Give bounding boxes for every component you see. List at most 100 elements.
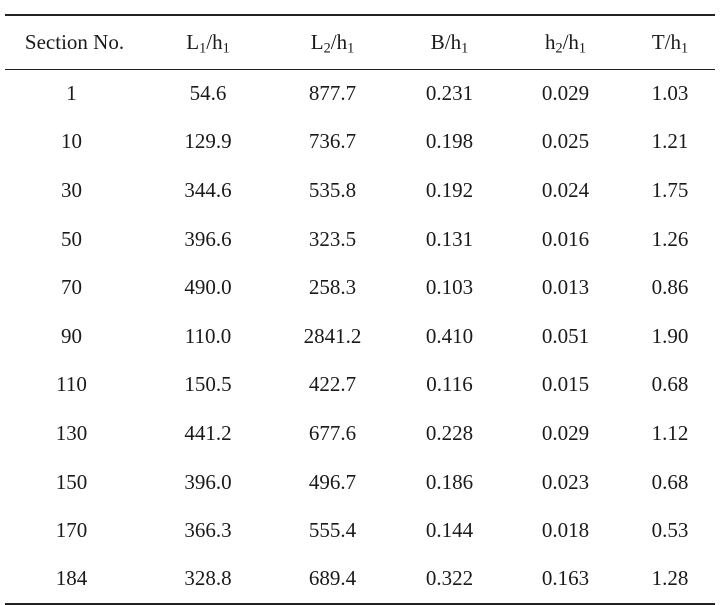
table-cell: 0.029 xyxy=(541,81,590,106)
cell-section-no: 150 xyxy=(55,469,88,494)
table-cell: 0.231 xyxy=(425,81,474,106)
cell-section-no: 30 xyxy=(61,177,82,202)
table-cell: 0.018 xyxy=(541,518,590,543)
table-cell: 0.228 xyxy=(425,420,474,445)
cell-section-no: 90 xyxy=(61,323,82,348)
cell-section-no: 184 xyxy=(5,554,144,605)
table-cell: 1.12 xyxy=(651,420,689,445)
table-cell: 0.116 xyxy=(426,372,473,397)
table-row: 150 396.0 496.7 0.186 0.023 0.68 xyxy=(5,458,715,507)
table-row: 10 129.9 736.7 0.198 0.025 1.21 xyxy=(5,118,715,167)
cell-section-no: 130 xyxy=(55,420,88,445)
table-row: 30 344.6 535.8 0.192 0.024 1.75 xyxy=(5,166,715,215)
cell-section-no: 50 xyxy=(61,226,82,251)
table-cell: 441.2 xyxy=(184,420,232,445)
table-cell: 328.8 xyxy=(144,554,272,605)
table-cell: 689.4 xyxy=(272,554,393,605)
header-subscript: 1 xyxy=(461,40,469,57)
table-cell: 0.192 xyxy=(425,177,474,202)
table-cell: 0.024 xyxy=(541,177,590,202)
table-cell: 0.144 xyxy=(425,518,474,543)
header-text: h xyxy=(544,29,556,54)
table-cell: 0.051 xyxy=(541,323,590,348)
table-cell: 1.26 xyxy=(651,226,689,251)
header-l1-h1: L1/h1 xyxy=(144,14,272,70)
table-row: 70 490.0 258.3 0.103 0.013 0.86 xyxy=(5,263,715,312)
table-cell: 736.7 xyxy=(308,129,357,154)
table-cell: 877.7 xyxy=(308,81,357,106)
header-subscript: 1 xyxy=(222,40,230,57)
table-cell: 1.28 xyxy=(625,554,715,605)
table-cell: 366.3 xyxy=(184,518,232,543)
table-header-row: Section No. L1/h1 L2/h1 B/h1 h2/h1 T/h1 xyxy=(5,14,715,70)
table-cell: 344.6 xyxy=(184,177,232,202)
table-cell: 129.9 xyxy=(184,129,232,154)
header-t-h1: T/h1 xyxy=(625,14,715,70)
cell-section-no: 70 xyxy=(61,275,82,300)
table-cell: 0.322 xyxy=(393,554,506,605)
table-cell: 1.75 xyxy=(651,177,689,202)
table-cell: 258.3 xyxy=(308,275,357,300)
table-cell: 2841.2 xyxy=(303,323,362,348)
table-cell: 1.03 xyxy=(651,81,689,106)
table-cell: 396.6 xyxy=(184,226,232,251)
table-cell: 323.5 xyxy=(308,226,357,251)
table-cell: 1.21 xyxy=(651,129,689,154)
table-cell: 490.0 xyxy=(184,275,232,300)
header-h2-h1: h2/h1 xyxy=(506,14,625,70)
table-cell: 677.6 xyxy=(308,420,357,445)
header-subscript: 1 xyxy=(681,40,689,57)
table-cell: 0.025 xyxy=(541,129,590,154)
table-cell: 0.163 xyxy=(506,554,625,605)
header-section-no: Section No. xyxy=(5,14,144,70)
table-cell: 0.029 xyxy=(541,420,590,445)
table-row: 170 366.3 555.4 0.144 0.018 0.53 xyxy=(5,506,715,555)
table-cell: 0.015 xyxy=(541,372,590,397)
table-cell: 110.0 xyxy=(184,323,232,348)
data-table: Section No. L1/h1 L2/h1 B/h1 h2/h1 T/h1 xyxy=(5,14,715,605)
table-cell: 0.198 xyxy=(425,129,474,154)
data-table-container: Section No. L1/h1 L2/h1 B/h1 h2/h1 T/h1 xyxy=(5,14,715,605)
table-row: 110 150.5 422.7 0.116 0.015 0.68 xyxy=(5,361,715,410)
header-text: T/h xyxy=(651,29,682,54)
header-b-h1: B/h1 xyxy=(393,14,506,70)
header-subscript: 1 xyxy=(347,40,355,57)
cell-section-no: 1 xyxy=(66,81,77,106)
table-cell: 396.0 xyxy=(184,469,232,494)
table-cell: 0.013 xyxy=(541,275,590,300)
table-cell: 0.023 xyxy=(541,469,590,494)
table-cell: 0.131 xyxy=(425,226,474,251)
table-cell: 54.6 xyxy=(189,81,227,106)
header-text: /h xyxy=(562,29,579,54)
header-l2-h1: L2/h1 xyxy=(272,14,393,70)
header-text: /h xyxy=(330,29,348,54)
table-cell: 0.186 xyxy=(425,469,474,494)
header-text: B/h xyxy=(430,29,462,54)
table-cell: 0.86 xyxy=(651,275,689,300)
cell-section-no: 10 xyxy=(61,129,82,154)
table-cell: 535.8 xyxy=(308,177,357,202)
table-cell: 422.7 xyxy=(308,372,357,397)
table-cell: 0.68 xyxy=(651,372,689,397)
table-cell: 150.5 xyxy=(184,372,232,397)
header-subscript: 2 xyxy=(555,40,563,57)
table-row: 1 54.6 877.7 0.231 0.029 1.03 xyxy=(5,69,715,118)
table-row: 184 328.8 689.4 0.322 0.163 1.28 xyxy=(5,554,715,605)
header-subscript: 1 xyxy=(578,40,587,57)
header-text: L xyxy=(186,29,200,54)
table-row: 130 441.2 677.6 0.228 0.029 1.12 xyxy=(5,409,715,458)
cell-section-no: 110 xyxy=(56,372,87,397)
header-subscript: 1 xyxy=(199,40,207,57)
table-cell: 0.53 xyxy=(651,518,689,543)
table-cell: 0.68 xyxy=(651,469,689,494)
header-text: /h xyxy=(206,29,223,54)
table-cell: 496.7 xyxy=(308,469,357,494)
table-row: 90 110.0 2841.2 0.410 0.051 1.90 xyxy=(5,312,715,361)
table-cell: 1.90 xyxy=(651,323,689,348)
cell-section-no: 170 xyxy=(55,518,88,543)
header-text: Section No. xyxy=(24,29,125,54)
table-cell: 555.4 xyxy=(308,518,357,543)
table-cell: 0.016 xyxy=(541,226,590,251)
header-text: L xyxy=(310,29,324,54)
table-row: 50 396.6 323.5 0.131 0.016 1.26 xyxy=(5,215,715,264)
